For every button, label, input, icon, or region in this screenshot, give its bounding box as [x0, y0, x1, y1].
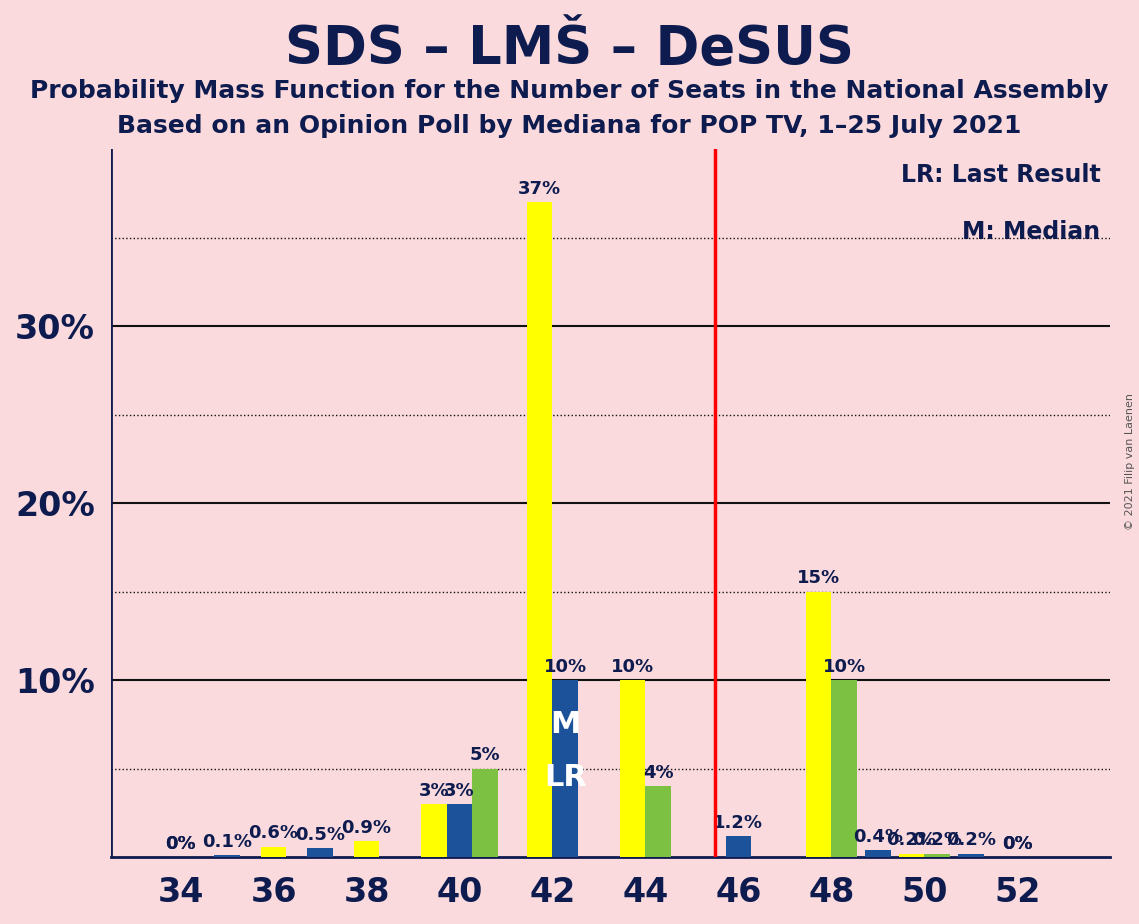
- Text: 10%: 10%: [543, 658, 587, 675]
- Text: 0.1%: 0.1%: [202, 833, 252, 851]
- Text: 15%: 15%: [797, 569, 841, 588]
- Text: © 2021 Filip van Laenen: © 2021 Filip van Laenen: [1125, 394, 1134, 530]
- Text: 0.5%: 0.5%: [295, 826, 345, 844]
- Text: 0.9%: 0.9%: [342, 819, 392, 837]
- Bar: [308, 848, 333, 857]
- Text: LR: Last Result: LR: Last Result: [901, 164, 1100, 188]
- Text: SDS – LMŠ – DeSUS: SDS – LMŠ – DeSUS: [285, 23, 854, 75]
- Bar: [473, 769, 498, 857]
- Text: 5%: 5%: [469, 747, 500, 764]
- Bar: [261, 846, 286, 857]
- Bar: [552, 680, 579, 857]
- Text: 0.2%: 0.2%: [912, 832, 962, 849]
- Text: 3%: 3%: [419, 782, 449, 799]
- Bar: [726, 836, 752, 857]
- Text: LR: LR: [543, 763, 587, 792]
- Text: 0%: 0%: [1002, 834, 1033, 853]
- Bar: [646, 786, 671, 857]
- Bar: [925, 854, 950, 857]
- Bar: [958, 854, 984, 857]
- Bar: [805, 591, 831, 857]
- Text: 1.2%: 1.2%: [713, 813, 763, 832]
- Bar: [866, 850, 891, 857]
- Text: 0.2%: 0.2%: [886, 832, 936, 849]
- Text: 10%: 10%: [822, 658, 866, 675]
- Text: 0%: 0%: [165, 834, 196, 853]
- Bar: [527, 202, 552, 857]
- Text: 0.6%: 0.6%: [248, 824, 298, 842]
- Text: M: Median: M: Median: [962, 220, 1100, 244]
- Text: 0.4%: 0.4%: [853, 828, 903, 845]
- Text: 4%: 4%: [642, 764, 673, 782]
- Bar: [214, 856, 240, 857]
- Text: 10%: 10%: [612, 658, 654, 675]
- Text: Probability Mass Function for the Number of Seats in the National Assembly: Probability Mass Function for the Number…: [31, 79, 1108, 103]
- Text: 0%: 0%: [165, 834, 196, 853]
- Text: M: M: [550, 710, 581, 739]
- Text: 0.2%: 0.2%: [945, 832, 995, 849]
- Bar: [899, 854, 925, 857]
- Text: 3%: 3%: [444, 782, 475, 799]
- Bar: [421, 804, 446, 857]
- Bar: [831, 680, 857, 857]
- Text: 37%: 37%: [518, 179, 562, 198]
- Text: 0%: 0%: [1002, 834, 1033, 853]
- Bar: [354, 842, 379, 857]
- Text: Based on an Opinion Poll by Mediana for POP TV, 1–25 July 2021: Based on an Opinion Poll by Mediana for …: [117, 114, 1022, 138]
- Bar: [620, 680, 646, 857]
- Bar: [446, 804, 473, 857]
